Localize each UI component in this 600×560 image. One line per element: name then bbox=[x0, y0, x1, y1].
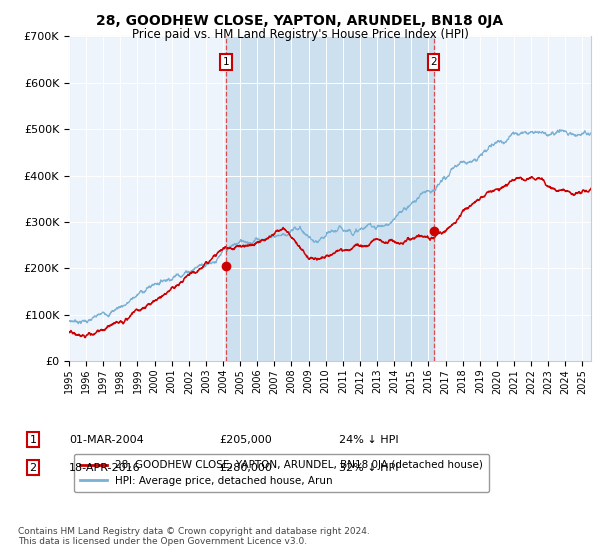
Text: 24% ↓ HPI: 24% ↓ HPI bbox=[339, 435, 398, 445]
Text: 32% ↓ HPI: 32% ↓ HPI bbox=[339, 463, 398, 473]
Bar bbox=[226, 36, 434, 361]
Text: £205,000: £205,000 bbox=[219, 435, 272, 445]
Text: 2: 2 bbox=[430, 57, 437, 67]
Text: 2: 2 bbox=[29, 463, 37, 473]
Text: 1: 1 bbox=[223, 57, 229, 67]
Text: Price paid vs. HM Land Registry's House Price Index (HPI): Price paid vs. HM Land Registry's House … bbox=[131, 28, 469, 41]
Text: Contains HM Land Registry data © Crown copyright and database right 2024.
This d: Contains HM Land Registry data © Crown c… bbox=[18, 526, 370, 546]
Text: 01-MAR-2004: 01-MAR-2004 bbox=[69, 435, 144, 445]
Text: £280,000: £280,000 bbox=[219, 463, 272, 473]
Text: 28, GOODHEW CLOSE, YAPTON, ARUNDEL, BN18 0JA: 28, GOODHEW CLOSE, YAPTON, ARUNDEL, BN18… bbox=[97, 14, 503, 28]
Text: 18-APR-2016: 18-APR-2016 bbox=[69, 463, 140, 473]
Legend: 28, GOODHEW CLOSE, YAPTON, ARUNDEL, BN18 0JA (detached house), HPI: Average pric: 28, GOODHEW CLOSE, YAPTON, ARUNDEL, BN18… bbox=[74, 454, 489, 492]
Text: 1: 1 bbox=[29, 435, 37, 445]
